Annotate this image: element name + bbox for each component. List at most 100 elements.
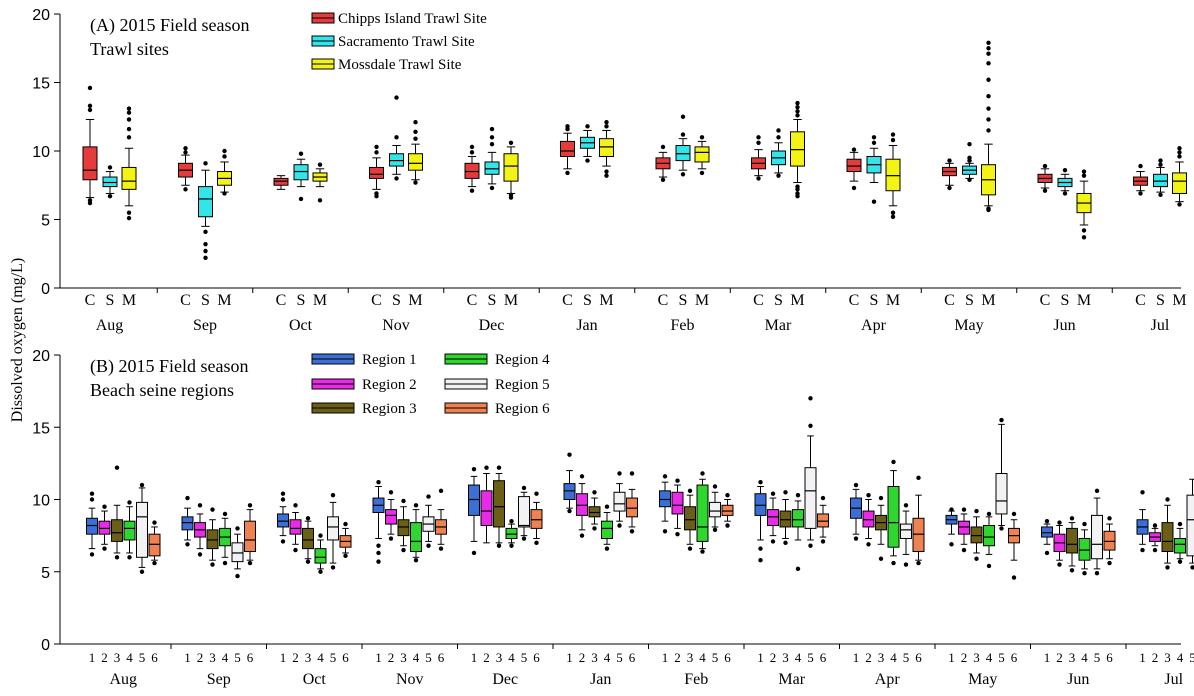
y-tick-label: 10 [32, 144, 50, 161]
outlier-point [725, 492, 730, 498]
group-label: 5 [712, 650, 719, 665]
outlier-point [820, 539, 826, 544]
box [958, 520, 970, 535]
box [389, 153, 404, 167]
outlier-point [496, 465, 502, 470]
outlier-point [126, 210, 132, 215]
month-label: Jun [1053, 317, 1075, 334]
outlier-point [471, 466, 477, 472]
outlier-point [521, 536, 527, 541]
outlier-point [508, 140, 514, 145]
box [385, 509, 397, 525]
outlier-point [1081, 235, 1087, 240]
month-label: Nov [382, 317, 410, 334]
group-label: 4 [1177, 650, 1184, 665]
group-label: C [85, 292, 96, 309]
group-label: 2 [483, 650, 490, 665]
outlier-point [114, 555, 120, 560]
group-label: S [583, 292, 592, 309]
outlier-point [986, 40, 991, 45]
box [327, 516, 339, 541]
group-label: C [467, 292, 478, 309]
group-label: 6 [1011, 650, 1018, 665]
outlier-point [579, 474, 585, 479]
outlier-point [413, 129, 418, 135]
box [563, 483, 576, 501]
outlier-point [489, 141, 495, 147]
outlier-point [604, 546, 610, 551]
outlier-point [604, 120, 609, 125]
group-label: M [886, 292, 900, 309]
outlier-point [1044, 550, 1050, 556]
outlier-point [203, 161, 208, 166]
outlier-point [87, 107, 93, 113]
outlier-point [795, 109, 800, 114]
outlier-point [1158, 158, 1163, 163]
group-label: C [849, 292, 860, 309]
outlier-point [298, 151, 304, 156]
outlier-point [1177, 150, 1182, 155]
outlier-point [776, 135, 781, 140]
y-tick-label: 5 [41, 565, 50, 582]
outlier-point [967, 141, 972, 147]
outlier-point [203, 255, 208, 261]
outlier-point [496, 543, 502, 548]
box [694, 146, 710, 163]
group-label: M [790, 292, 804, 309]
group-label: C [658, 292, 669, 309]
outlier-point [808, 543, 813, 548]
outlier-point [89, 491, 95, 496]
outlier-point [438, 488, 444, 494]
box [804, 467, 817, 529]
box [1066, 527, 1078, 554]
legend-label: Region 2 [362, 377, 417, 393]
group-label: M [408, 292, 422, 309]
month-label: Oct [289, 317, 313, 334]
box [613, 491, 626, 512]
outlier-point [126, 117, 132, 122]
group-label: 2 [1152, 650, 1159, 665]
box [102, 176, 118, 188]
outlier-point [1069, 516, 1075, 521]
outlier-point [567, 452, 572, 457]
outlier-point [776, 173, 781, 178]
group-label: 3 [1164, 650, 1171, 665]
outlier-point [795, 104, 800, 110]
group-label: S [488, 292, 497, 309]
outlier-point [1044, 518, 1050, 524]
month-label: Sep [193, 317, 217, 334]
legend-label: Sacramento Trawl Site [338, 34, 475, 50]
outlier-point [1042, 188, 1048, 193]
month-label: Jul [1164, 671, 1183, 688]
outlier-point [469, 150, 475, 155]
outlier-point [903, 503, 909, 508]
outlier-point [489, 185, 495, 191]
outlier-point [1107, 516, 1112, 521]
outlier-point [851, 185, 857, 191]
outlier-point [89, 552, 95, 557]
group-label: 2 [388, 650, 395, 665]
outlier-point [617, 523, 622, 528]
group-label: 3 [591, 650, 598, 665]
outlier-point [376, 559, 381, 564]
legend-label: Region 4 [495, 352, 550, 368]
outlier-point [127, 500, 132, 505]
box [1172, 172, 1187, 194]
outlier-point [758, 546, 763, 551]
group-label: C [562, 292, 573, 309]
month-label: Oct [303, 671, 327, 688]
group-label: 3 [878, 650, 885, 665]
outlier-point [1042, 163, 1048, 169]
outlier-point [949, 507, 954, 512]
outlier-point [413, 503, 419, 508]
group-label: 3 [114, 650, 121, 665]
group-label: 6 [247, 650, 254, 665]
outlier-point [376, 479, 381, 485]
group-label: S [774, 292, 783, 309]
outlier-point [687, 488, 693, 494]
outlier-point [1107, 560, 1112, 566]
outlier-point [770, 539, 776, 544]
group-label: 1 [184, 650, 191, 665]
box [970, 526, 983, 544]
group-label: C [944, 292, 955, 309]
